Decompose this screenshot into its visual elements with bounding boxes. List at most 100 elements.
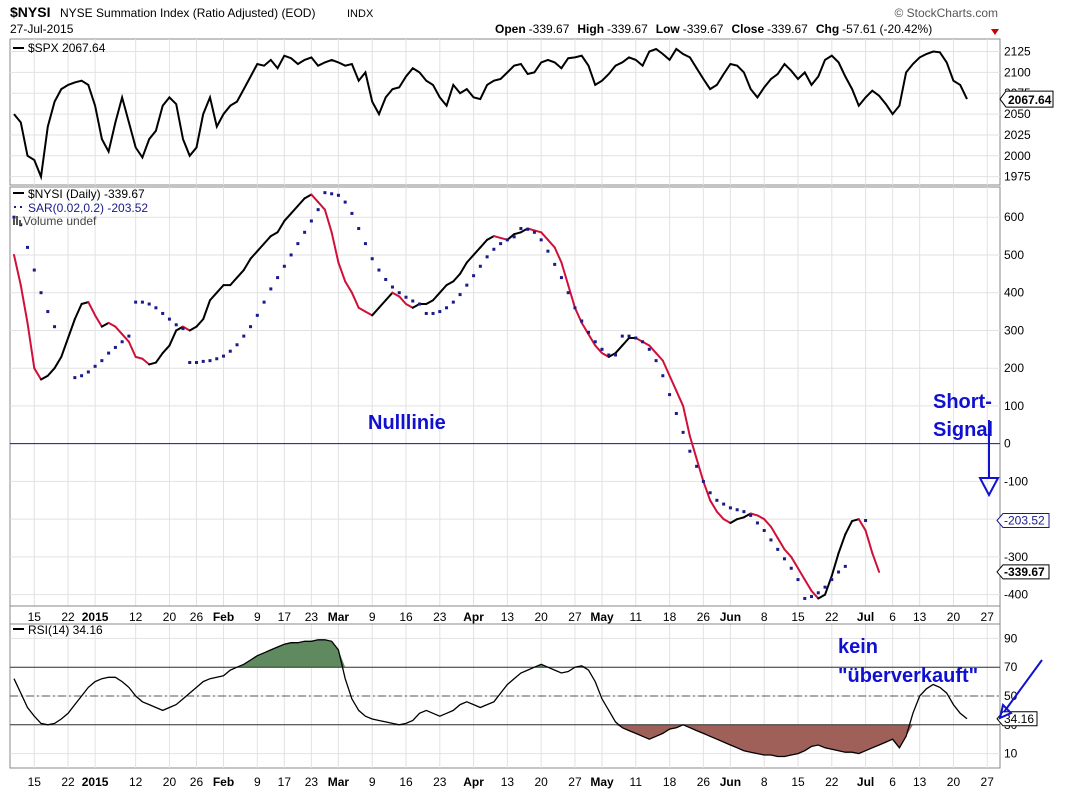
- sar-point: [654, 359, 658, 363]
- zero-line-annotation: Nulllinie: [368, 412, 446, 434]
- sar-point: [728, 506, 732, 510]
- nysi-line-segment: [154, 352, 164, 364]
- x-tick-label: Jun: [720, 775, 741, 789]
- nysi-line-segment: [709, 499, 718, 513]
- nysi-line-segment: [236, 269, 245, 279]
- volume-legend-icon: [16, 216, 18, 225]
- sar-point: [384, 277, 388, 281]
- x-tick-label: 26: [697, 775, 711, 789]
- nysi-line-segment: [242, 257, 252, 272]
- sar-point: [586, 330, 590, 334]
- sar-point: [458, 293, 462, 297]
- nysi-line-segment: [479, 238, 489, 249]
- nysi-line-segment: [100, 321, 110, 328]
- sar-point: [492, 247, 496, 251]
- sar-point: [749, 513, 753, 517]
- sar-point: [789, 566, 793, 570]
- rsi-legend: RSI(14) 34.16: [28, 623, 103, 637]
- sar-point: [668, 393, 672, 397]
- nysi-line-segment: [425, 299, 435, 306]
- rsi-overbought-area: [14, 639, 967, 668]
- x-tick-label: 17: [278, 610, 292, 624]
- sar-point: [505, 238, 509, 242]
- x-tick-label: 27: [981, 610, 995, 624]
- x-tick-label: 23: [305, 610, 319, 624]
- x-tick-label: Mar: [328, 775, 350, 789]
- sar-point: [255, 313, 259, 317]
- nysi-line-segment: [310, 193, 320, 204]
- high-label: High: [577, 22, 604, 36]
- nysi-line-segment: [560, 261, 570, 287]
- nysi-legend: $NYSI (Daily) -339.67: [28, 187, 145, 201]
- sar-point: [80, 374, 84, 378]
- nysi-line-segment: [398, 295, 407, 306]
- nysi-line-segment: [472, 246, 482, 256]
- sar-point: [451, 300, 455, 304]
- sar-point: [323, 191, 327, 195]
- sar-point: [53, 325, 57, 329]
- sar-point: [140, 300, 144, 304]
- x-tick-label: 9: [254, 610, 261, 624]
- close-label: Close: [731, 22, 764, 36]
- nysi-ytick-label: -100: [1004, 474, 1028, 488]
- nysi-line-segment: [148, 361, 157, 366]
- short-signal-arrow: [978, 420, 1000, 498]
- ueberverkauft-annotation: "überverkauft": [838, 665, 978, 687]
- nysi-line-segment: [830, 552, 840, 577]
- nysi-line-segment: [783, 548, 793, 558]
- sar-point: [208, 359, 212, 363]
- nysi-ytick-label: -300: [1004, 550, 1028, 564]
- x-tick-label: 6: [889, 610, 896, 624]
- nysi-line-segment: [769, 525, 779, 540]
- nysi-line-segment: [688, 435, 698, 460]
- nysi-ytick-label: -400: [1004, 588, 1028, 602]
- nysi-line-segment: [445, 280, 455, 287]
- nysi-line-segment: [540, 231, 549, 241]
- x-tick-label: 20: [947, 775, 961, 789]
- sar-point: [735, 508, 739, 512]
- chg-label: Chg: [816, 22, 839, 36]
- sar-point: [39, 291, 43, 295]
- sar-point: [431, 311, 435, 315]
- sar-point: [167, 317, 171, 321]
- sar-point: [546, 249, 550, 253]
- sar-point: [823, 585, 827, 589]
- x-tick-label: 22: [825, 610, 839, 624]
- nysi-line-segment: [803, 578, 813, 592]
- nysi-line-segment: [452, 272, 462, 283]
- nysi-line-segment: [60, 336, 70, 358]
- sar-point: [424, 311, 428, 315]
- rsi-last-value-label: 34.16: [1004, 712, 1034, 726]
- nysi-line-segment: [432, 291, 441, 302]
- nysi-line-segment: [391, 291, 401, 298]
- sar-point: [350, 211, 354, 215]
- nysi-line-segment: [46, 367, 56, 377]
- sar-point: [377, 268, 381, 272]
- nysi-line-segment: [668, 374, 678, 392]
- sar-point: [418, 302, 422, 306]
- spx-ytick-label: 2050: [1004, 107, 1031, 121]
- down-arrow-icon: [991, 29, 999, 35]
- sar-point: [539, 238, 543, 242]
- nysi-line-segment: [844, 520, 854, 536]
- sar-point: [181, 327, 185, 331]
- sar-point: [276, 276, 280, 280]
- sar-point: [249, 325, 253, 329]
- nysi-line-segment: [80, 301, 90, 306]
- chg-value: -57.61 (-20.42%): [842, 22, 932, 36]
- x-tick-label: 17: [278, 775, 292, 789]
- nysi-line-segment: [567, 284, 576, 309]
- nysi-line-segment: [290, 204, 299, 215]
- volume-legend: Volume undef: [23, 214, 97, 228]
- sar-point: [755, 521, 759, 525]
- nysi-line-segment: [797, 567, 806, 581]
- sar-point: [120, 340, 124, 344]
- x-tick-label: 22: [61, 775, 75, 789]
- nysi-line-segment: [682, 404, 691, 438]
- sar-point: [316, 208, 320, 212]
- sar-point: [607, 353, 611, 357]
- nysi-line-segment: [317, 201, 326, 211]
- sar-point: [93, 364, 97, 368]
- sar-point: [634, 336, 638, 340]
- sar-point: [26, 245, 30, 249]
